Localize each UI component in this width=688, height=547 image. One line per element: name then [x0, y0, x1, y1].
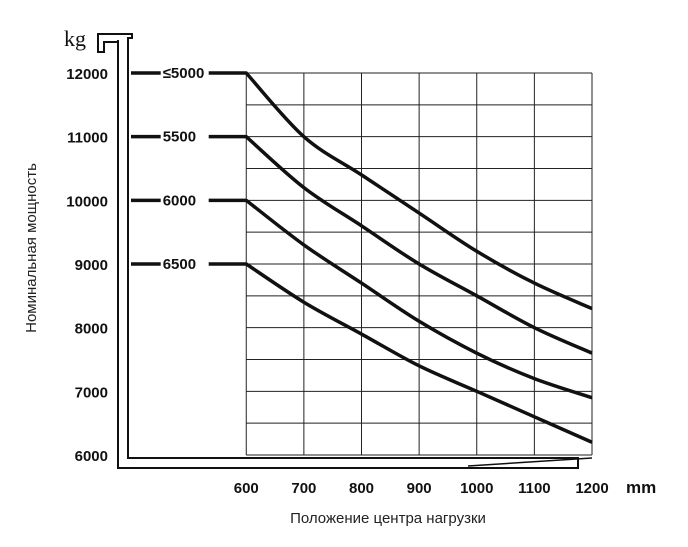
- series-lines: [131, 71, 593, 444]
- series-labels: ≤5000 5500 6000 6500: [160, 62, 209, 273]
- x-tick-label: 1000: [460, 480, 493, 497]
- y-unit-label: kg: [64, 26, 86, 51]
- series-line: [131, 198, 593, 400]
- fork-outline-icon: [97, 33, 579, 469]
- y-tick-label: 7000: [75, 384, 108, 401]
- x-axis-ticks: 600 700 800 900 1000 1100 1200: [234, 480, 609, 497]
- series-label: 6000: [163, 192, 196, 209]
- series-line: [131, 134, 593, 355]
- x-tick-label: 1200: [575, 480, 608, 497]
- x-tick-label: 800: [349, 480, 374, 497]
- x-unit-label: mm: [626, 478, 656, 497]
- y-tick-label: 10000: [66, 193, 108, 210]
- series-line: [131, 71, 593, 311]
- x-tick-label: 600: [234, 480, 259, 497]
- series-label-backing: [160, 125, 209, 143]
- x-tick-label: 700: [291, 480, 316, 497]
- series-label-backing: [160, 62, 209, 79]
- series-label: ≤5000: [163, 65, 205, 82]
- y-tick-label: 6000: [75, 448, 108, 465]
- y-tick-label: 8000: [75, 321, 108, 338]
- y-tick-label: 12000: [66, 66, 108, 83]
- series-label: 5500: [163, 129, 196, 146]
- x-tick-label: 900: [407, 480, 432, 497]
- x-tick-label: 1100: [518, 480, 551, 497]
- series-line: [131, 262, 593, 444]
- series-label: 6500: [163, 256, 196, 273]
- y-axis-ticks: 6000 7000 8000 9000 10000 11000 12000: [66, 66, 108, 465]
- y-tick-label: 11000: [67, 130, 108, 147]
- floor-line: [467, 457, 593, 467]
- x-axis-title: Положение центра нагрузки: [290, 510, 486, 527]
- series-label-backing: [160, 189, 209, 207]
- y-tick-label: 9000: [75, 257, 108, 274]
- y-axis-title: Номинальная мощность: [23, 163, 40, 333]
- series-label-backing: [160, 253, 209, 270]
